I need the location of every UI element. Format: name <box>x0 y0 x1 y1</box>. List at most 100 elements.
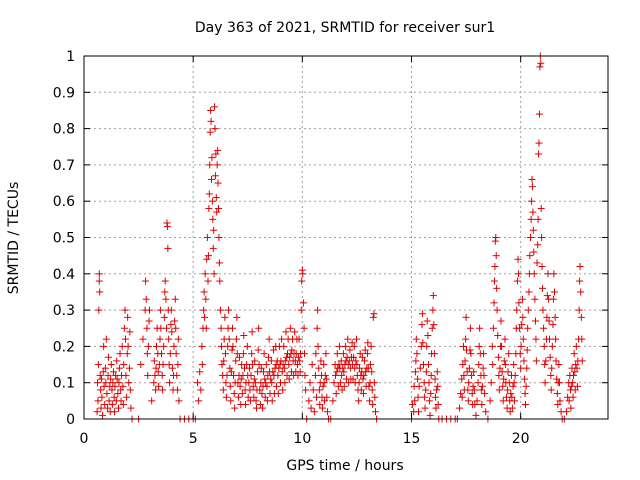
data-point <box>108 400 116 408</box>
data-point <box>166 379 174 387</box>
data-point <box>109 368 117 376</box>
data-point <box>510 379 518 387</box>
data-point <box>571 386 579 394</box>
data-point <box>412 335 420 343</box>
data-point <box>521 390 529 398</box>
x-tick-label: 0 <box>80 431 89 447</box>
data-point <box>544 270 552 278</box>
data-point <box>210 226 218 234</box>
data-point <box>431 375 439 383</box>
data-point <box>259 368 267 376</box>
data-point <box>268 397 276 405</box>
data-point <box>233 350 241 358</box>
data-point <box>534 241 542 249</box>
data-point <box>97 375 105 383</box>
data-point <box>481 390 489 398</box>
data-point <box>486 397 494 405</box>
data-point <box>97 386 105 394</box>
x-tick-label: 20 <box>512 431 530 447</box>
data-point <box>102 335 110 343</box>
data-point <box>109 379 117 387</box>
data-point <box>235 393 243 401</box>
data-point <box>535 150 543 158</box>
data-point <box>472 411 480 419</box>
data-point <box>471 400 479 408</box>
data-point <box>262 379 270 387</box>
data-point <box>467 350 475 358</box>
data-point <box>556 379 564 387</box>
data-point <box>117 397 125 405</box>
data-point <box>93 408 101 416</box>
data-point <box>489 361 497 369</box>
data-point <box>493 284 501 292</box>
data-point <box>463 368 471 376</box>
data-point <box>543 313 551 321</box>
data-point <box>278 368 286 376</box>
data-point <box>500 375 508 383</box>
data-point <box>495 371 503 379</box>
data-point <box>278 335 286 343</box>
data-point <box>355 379 363 387</box>
data-point <box>434 382 442 390</box>
data-point <box>543 292 551 300</box>
data-point <box>528 183 536 191</box>
data-point <box>565 397 573 405</box>
data-point <box>350 353 358 361</box>
data-point <box>358 353 366 361</box>
data-point <box>501 335 509 343</box>
data-point <box>213 161 221 169</box>
data-point <box>319 382 327 390</box>
data-point <box>95 270 103 278</box>
data-point <box>480 350 488 358</box>
data-point <box>532 317 540 325</box>
data-point <box>465 379 473 387</box>
data-point <box>548 342 556 350</box>
data-point <box>492 234 500 241</box>
data-point <box>567 382 575 390</box>
data-point <box>577 288 585 296</box>
data-point <box>143 324 151 332</box>
data-point <box>521 400 529 408</box>
data-point <box>254 368 262 376</box>
data-point <box>419 339 427 347</box>
data-point <box>120 361 128 369</box>
data-point <box>321 371 329 379</box>
data-point <box>298 277 306 285</box>
data-point <box>509 382 517 390</box>
data-point <box>301 350 309 358</box>
data-point <box>547 386 555 394</box>
data-point <box>101 364 109 372</box>
data-point <box>524 324 532 332</box>
data-point <box>461 357 469 365</box>
data-point <box>150 379 158 387</box>
data-point <box>214 146 222 154</box>
data-point <box>482 408 490 416</box>
data-point <box>538 263 546 271</box>
data-point <box>416 364 424 372</box>
data-point <box>95 277 103 285</box>
data-point <box>299 270 307 278</box>
data-point <box>160 313 168 321</box>
data-point <box>152 386 160 394</box>
data-point <box>535 139 543 147</box>
data-point <box>142 295 150 303</box>
data-point <box>148 397 156 405</box>
data-point <box>423 342 431 350</box>
data-point <box>464 397 472 405</box>
data-point <box>430 321 438 329</box>
data-point <box>506 408 514 416</box>
data-point <box>256 386 264 394</box>
data-point <box>356 350 364 358</box>
data-point <box>214 204 222 212</box>
data-point <box>499 382 507 390</box>
data-point <box>160 342 168 350</box>
data-point <box>320 361 328 369</box>
data-point <box>508 404 516 412</box>
data-point <box>228 324 236 332</box>
data-point <box>528 175 536 183</box>
data-point <box>116 350 124 358</box>
data-point <box>306 379 314 387</box>
data-point <box>427 390 435 398</box>
data-point <box>476 324 484 332</box>
data-point <box>94 361 102 369</box>
